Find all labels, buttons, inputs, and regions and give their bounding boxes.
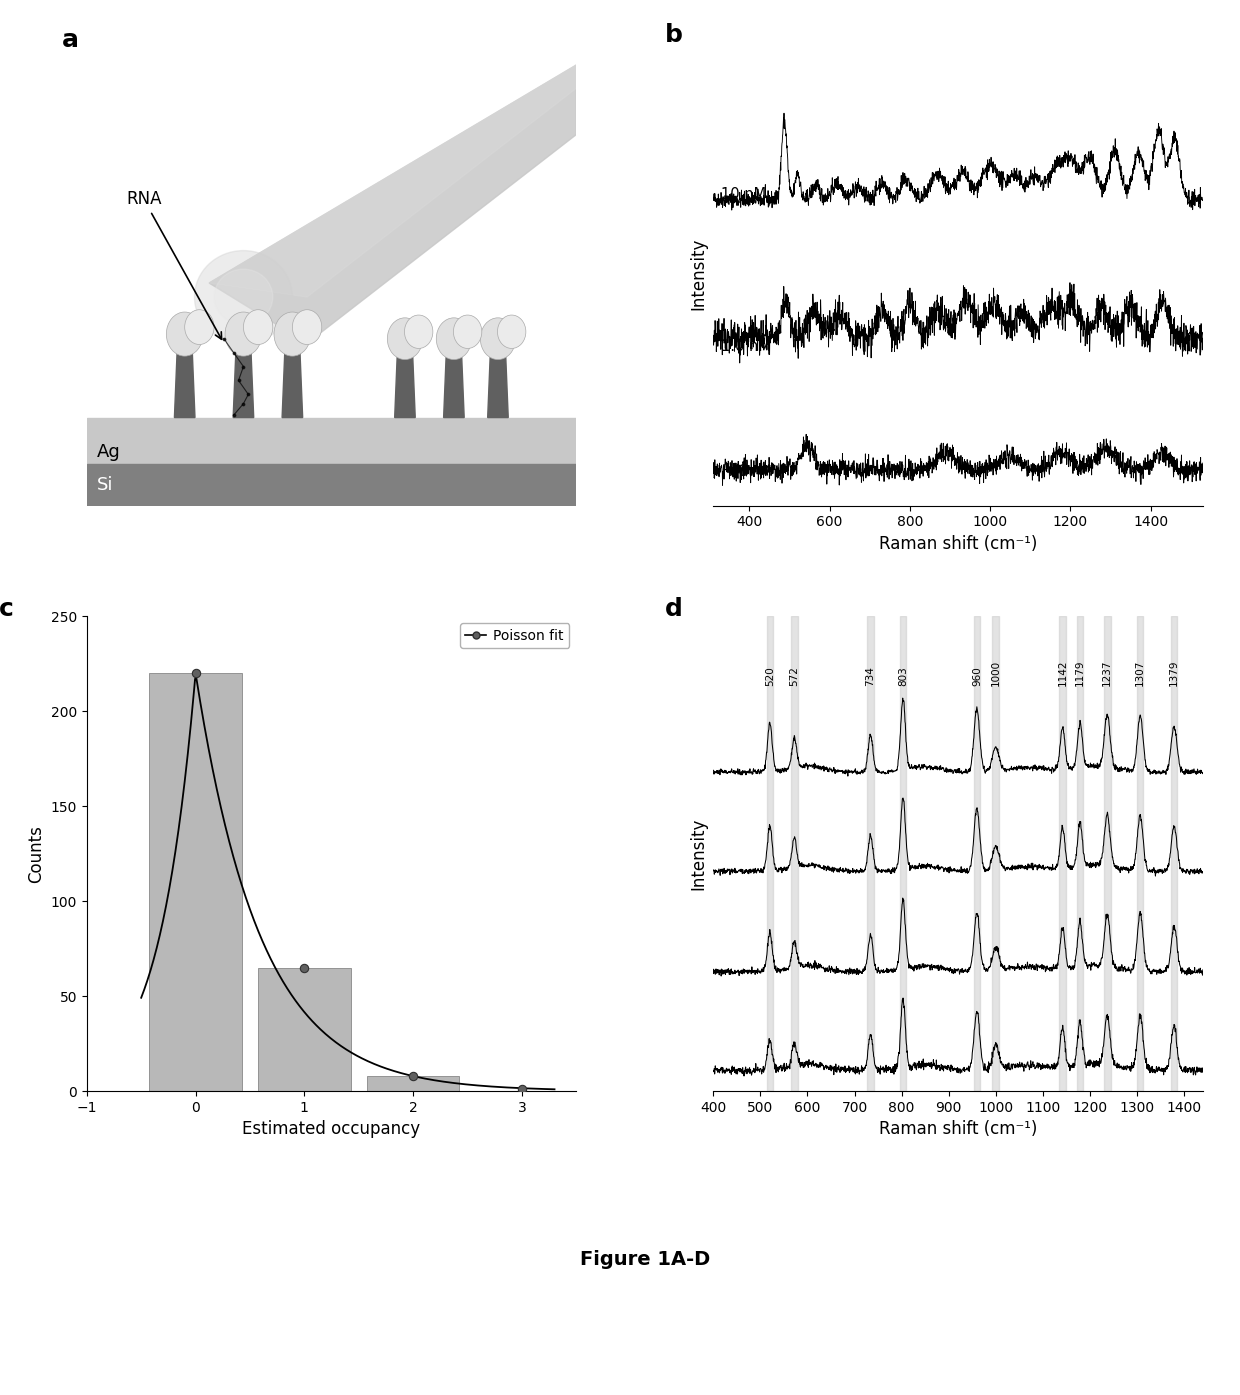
Bar bbox=[87, 417, 577, 465]
Text: 572: 572 bbox=[790, 667, 800, 686]
Bar bbox=[992, 617, 999, 1091]
Bar bbox=[973, 617, 980, 1091]
Ellipse shape bbox=[166, 312, 203, 356]
Point bbox=[238, 384, 258, 406]
Bar bbox=[1104, 617, 1111, 1091]
Bar bbox=[791, 617, 797, 1091]
Text: 1237: 1237 bbox=[1102, 660, 1112, 686]
Bar bbox=[900, 617, 906, 1091]
Bar bbox=[867, 617, 874, 1091]
Text: Figure 1A-D: Figure 1A-D bbox=[579, 1250, 711, 1269]
Text: c: c bbox=[0, 597, 14, 621]
Bar bbox=[766, 617, 773, 1091]
Circle shape bbox=[215, 269, 273, 325]
Ellipse shape bbox=[293, 310, 321, 345]
Ellipse shape bbox=[185, 310, 215, 345]
Ellipse shape bbox=[387, 318, 423, 360]
Text: RNA: RNA bbox=[126, 190, 222, 339]
Text: 803: 803 bbox=[898, 667, 908, 686]
Text: a: a bbox=[62, 28, 79, 52]
Bar bbox=[367, 1076, 459, 1091]
Text: Si: Si bbox=[97, 476, 113, 494]
Bar bbox=[87, 465, 577, 506]
Text: 1.0 nM: 1.0 nM bbox=[722, 339, 771, 354]
Point bbox=[233, 392, 253, 414]
Polygon shape bbox=[444, 333, 464, 417]
Text: b: b bbox=[665, 24, 682, 47]
Ellipse shape bbox=[404, 315, 433, 349]
Ellipse shape bbox=[454, 315, 482, 349]
Text: 520: 520 bbox=[765, 667, 775, 686]
Polygon shape bbox=[487, 333, 508, 417]
Polygon shape bbox=[210, 66, 577, 343]
Ellipse shape bbox=[243, 310, 273, 345]
Text: 734: 734 bbox=[866, 667, 875, 686]
Polygon shape bbox=[175, 333, 195, 417]
Y-axis label: Intensity: Intensity bbox=[689, 237, 708, 310]
Bar bbox=[1076, 617, 1084, 1091]
Y-axis label: Intensity: Intensity bbox=[689, 817, 708, 890]
Point bbox=[215, 328, 234, 350]
Ellipse shape bbox=[274, 312, 311, 356]
Polygon shape bbox=[210, 66, 577, 297]
X-axis label: Raman shift (cm⁻¹): Raman shift (cm⁻¹) bbox=[879, 1120, 1037, 1138]
Bar bbox=[1137, 617, 1143, 1091]
Ellipse shape bbox=[226, 312, 262, 356]
Circle shape bbox=[195, 251, 293, 343]
Polygon shape bbox=[394, 333, 415, 417]
Polygon shape bbox=[233, 333, 254, 417]
Point bbox=[233, 356, 253, 378]
Point bbox=[228, 370, 248, 392]
X-axis label: Estimated occupancy: Estimated occupancy bbox=[243, 1120, 420, 1138]
Bar bbox=[258, 968, 351, 1091]
Text: 10 nM: 10 nM bbox=[722, 187, 766, 202]
Text: 1307: 1307 bbox=[1135, 660, 1146, 686]
Text: Ag: Ag bbox=[97, 444, 120, 462]
Text: 960: 960 bbox=[972, 667, 982, 686]
Ellipse shape bbox=[436, 318, 471, 360]
Y-axis label: Counts: Counts bbox=[27, 824, 45, 883]
Ellipse shape bbox=[480, 318, 516, 360]
Legend: Poisson fit: Poisson fit bbox=[460, 624, 569, 649]
Text: H₂O: H₂O bbox=[722, 465, 750, 478]
Text: 1142: 1142 bbox=[1058, 660, 1068, 686]
Text: 1179: 1179 bbox=[1075, 660, 1085, 686]
Bar bbox=[1059, 617, 1066, 1091]
X-axis label: Raman shift (cm⁻¹): Raman shift (cm⁻¹) bbox=[879, 534, 1037, 552]
Text: 1000: 1000 bbox=[991, 660, 1001, 686]
Polygon shape bbox=[283, 333, 303, 417]
Bar bbox=[149, 674, 242, 1091]
Text: d: d bbox=[665, 597, 682, 621]
Point bbox=[223, 405, 243, 427]
Ellipse shape bbox=[497, 315, 526, 349]
Text: 1379: 1379 bbox=[1169, 660, 1179, 686]
Point bbox=[223, 342, 243, 364]
Bar bbox=[1171, 617, 1178, 1091]
